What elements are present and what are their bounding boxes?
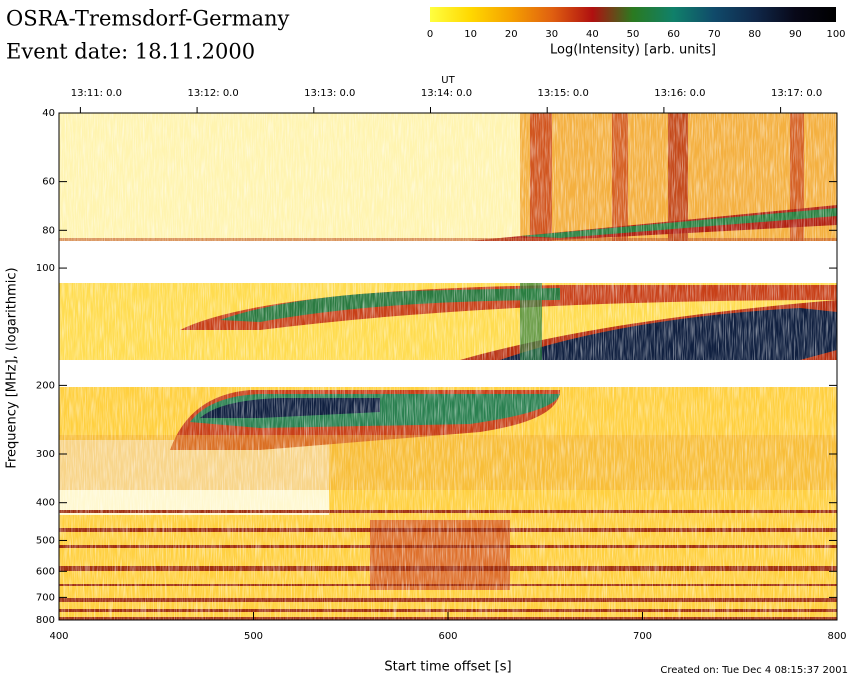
x2-tick-label: 13:13: 0.0 [304, 88, 355, 99]
spectrogram [59, 113, 837, 620]
x2-tick-label: 13:15: 0.0 [538, 88, 589, 99]
y-tick-label: 400 [36, 498, 55, 509]
y-tick-label: 80 [42, 225, 55, 236]
colorbar-label: Log(Intensity) [arb. units] [550, 43, 716, 58]
colorbar [430, 7, 836, 22]
y-tick-label: 100 [36, 263, 55, 274]
y-tick-label: 200 [36, 380, 55, 391]
y-tick-label: 600 [36, 566, 55, 577]
x-tick-label: 700 [633, 631, 652, 642]
x-label: Start time offset [s] [384, 660, 511, 675]
colorbar-tick-label: 10 [464, 29, 477, 40]
x-tick-label: 800 [827, 631, 846, 642]
x2-tick-label: 13:17: 0.0 [771, 88, 822, 99]
x2-tick-label: 13:12: 0.0 [187, 88, 238, 99]
colorbar-tick-label: 90 [789, 29, 802, 40]
colorbar-tick-label: 50 [627, 29, 640, 40]
colorbar-tick-label: 60 [667, 29, 680, 40]
colorbar-tick-label: 80 [748, 29, 761, 40]
y-tick-label: 800 [36, 615, 55, 626]
y-tick-label: 700 [36, 592, 55, 603]
y-tick-label: 40 [42, 108, 55, 119]
y-tick-label: 500 [36, 535, 55, 546]
x2-tick-label: 13:14: 0.0 [421, 88, 472, 99]
subtitle: Event date: 18.11.2000 [6, 40, 255, 64]
x-tick-label: 500 [244, 631, 263, 642]
colorbar-tick-label: 20 [505, 29, 518, 40]
x2-tick-label: 13:11: 0.0 [71, 88, 122, 99]
y-tick-label: 60 [42, 177, 55, 188]
x-tick-label: 400 [49, 631, 68, 642]
colorbar-tick-label: 70 [708, 29, 721, 40]
footer: Created on: Tue Dec 4 08:15:37 2001 [660, 665, 848, 676]
y-tick-label: 300 [36, 449, 55, 460]
x2-label: UT [441, 75, 455, 86]
x-tick-label: 600 [438, 631, 457, 642]
colorbar-tick-label: 40 [586, 29, 599, 40]
colorbar-tick-label: 30 [545, 29, 558, 40]
colorbar-tick-label: 100 [826, 29, 845, 40]
title: OSRA-Tremsdorf-Germany [6, 7, 290, 31]
colorbar-tick-label: 0 [427, 29, 433, 40]
y-label: Frequency [MHz], (logarithmic) [5, 267, 20, 468]
x2-tick-label: 13:16: 0.0 [654, 88, 705, 99]
